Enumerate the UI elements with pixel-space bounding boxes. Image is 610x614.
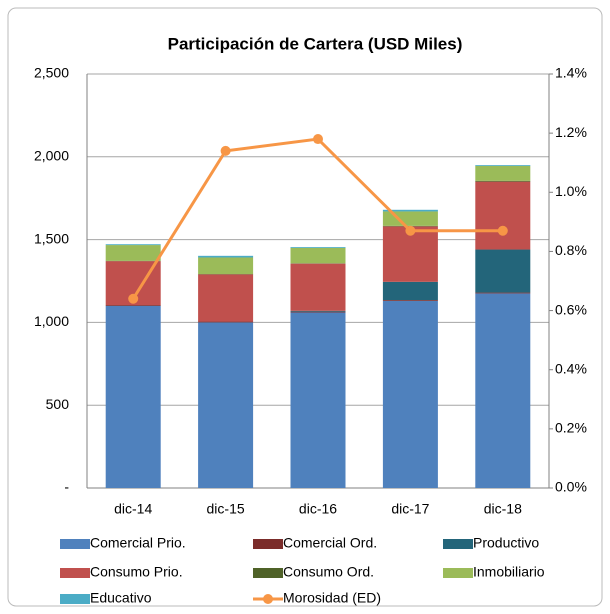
y-tick-label: 1,000 [34,313,69,329]
legend-label: Educativo [90,590,152,606]
bar-segment [198,274,254,322]
y-tick-label: 500 [46,396,70,412]
bar-segment [105,305,161,306]
legend-label: Consumo Prio. [90,564,183,580]
y-tick-label: 2,000 [34,148,69,164]
x-tick-label: dic-18 [484,501,522,517]
x-tick-label: dic-17 [391,501,429,517]
bar-segment [290,247,346,264]
legend-swatch [60,539,90,549]
bar-segment [382,300,438,301]
bar-segment [290,247,346,248]
bar-segment [105,245,161,261]
y2-tick-label: 1.0% [555,183,587,199]
bar-segment [105,305,161,488]
line-point [313,134,323,145]
bar-segment [475,293,531,488]
bar-segment [290,263,346,311]
line-point [128,293,139,304]
bar-segment [475,181,531,250]
bar-segment [290,311,346,313]
bar-segment [475,165,531,181]
bar-segment [198,257,254,275]
legend-swatch [263,594,273,604]
bar-segment [475,165,531,166]
y-tick-label: 2,500 [34,65,69,81]
bar-segment [475,180,531,182]
y-tick-label: 1,500 [34,230,69,246]
legend-swatch [253,539,283,549]
legend-swatch [443,568,473,578]
legend-label: Morosidad (ED) [283,590,381,606]
line-point [220,145,231,156]
line-point [497,225,508,236]
y2-tick-label: 1.2% [555,124,587,140]
y2-tick-label: 0.6% [555,301,587,317]
line-point [405,225,416,236]
x-tick-label: dic-16 [299,501,337,517]
legend-label: Inmobiliario [473,564,545,580]
legend-label: Productivo [473,535,539,551]
bar-segment [475,292,531,294]
chart-title: Participación de Cartera (USD Miles) [168,34,463,53]
y2-tick-label: 0.2% [555,420,587,436]
legend-label: Comercial Prio. [90,535,186,551]
bar-segment [198,255,254,258]
legend-swatch [60,594,90,604]
y2-tick-label: 0.8% [555,242,587,258]
legend-label: Comercial Ord. [283,535,377,551]
bar-segment [382,281,438,301]
y2-tick-label: 1.4% [555,65,587,81]
y2-tick-label: 0.4% [555,360,587,376]
bar-segment [290,312,346,488]
bar-segment [382,209,438,212]
x-tick-label: dic-15 [207,501,245,517]
y2-tick-label: 0.0% [555,479,587,495]
bar-segment [105,244,161,246]
x-tick-label: dic-14 [114,501,152,517]
bar-segment [198,322,254,488]
legend-swatch [253,568,283,578]
bar-segment [198,321,254,323]
bar-segment [382,300,438,488]
legend-label: Consumo Ord. [283,564,374,580]
legend-swatch [60,568,90,578]
legend-swatch [443,539,473,549]
bar-segment [290,310,346,312]
bar-segment [475,249,531,293]
y-tick-label: - [64,479,69,495]
